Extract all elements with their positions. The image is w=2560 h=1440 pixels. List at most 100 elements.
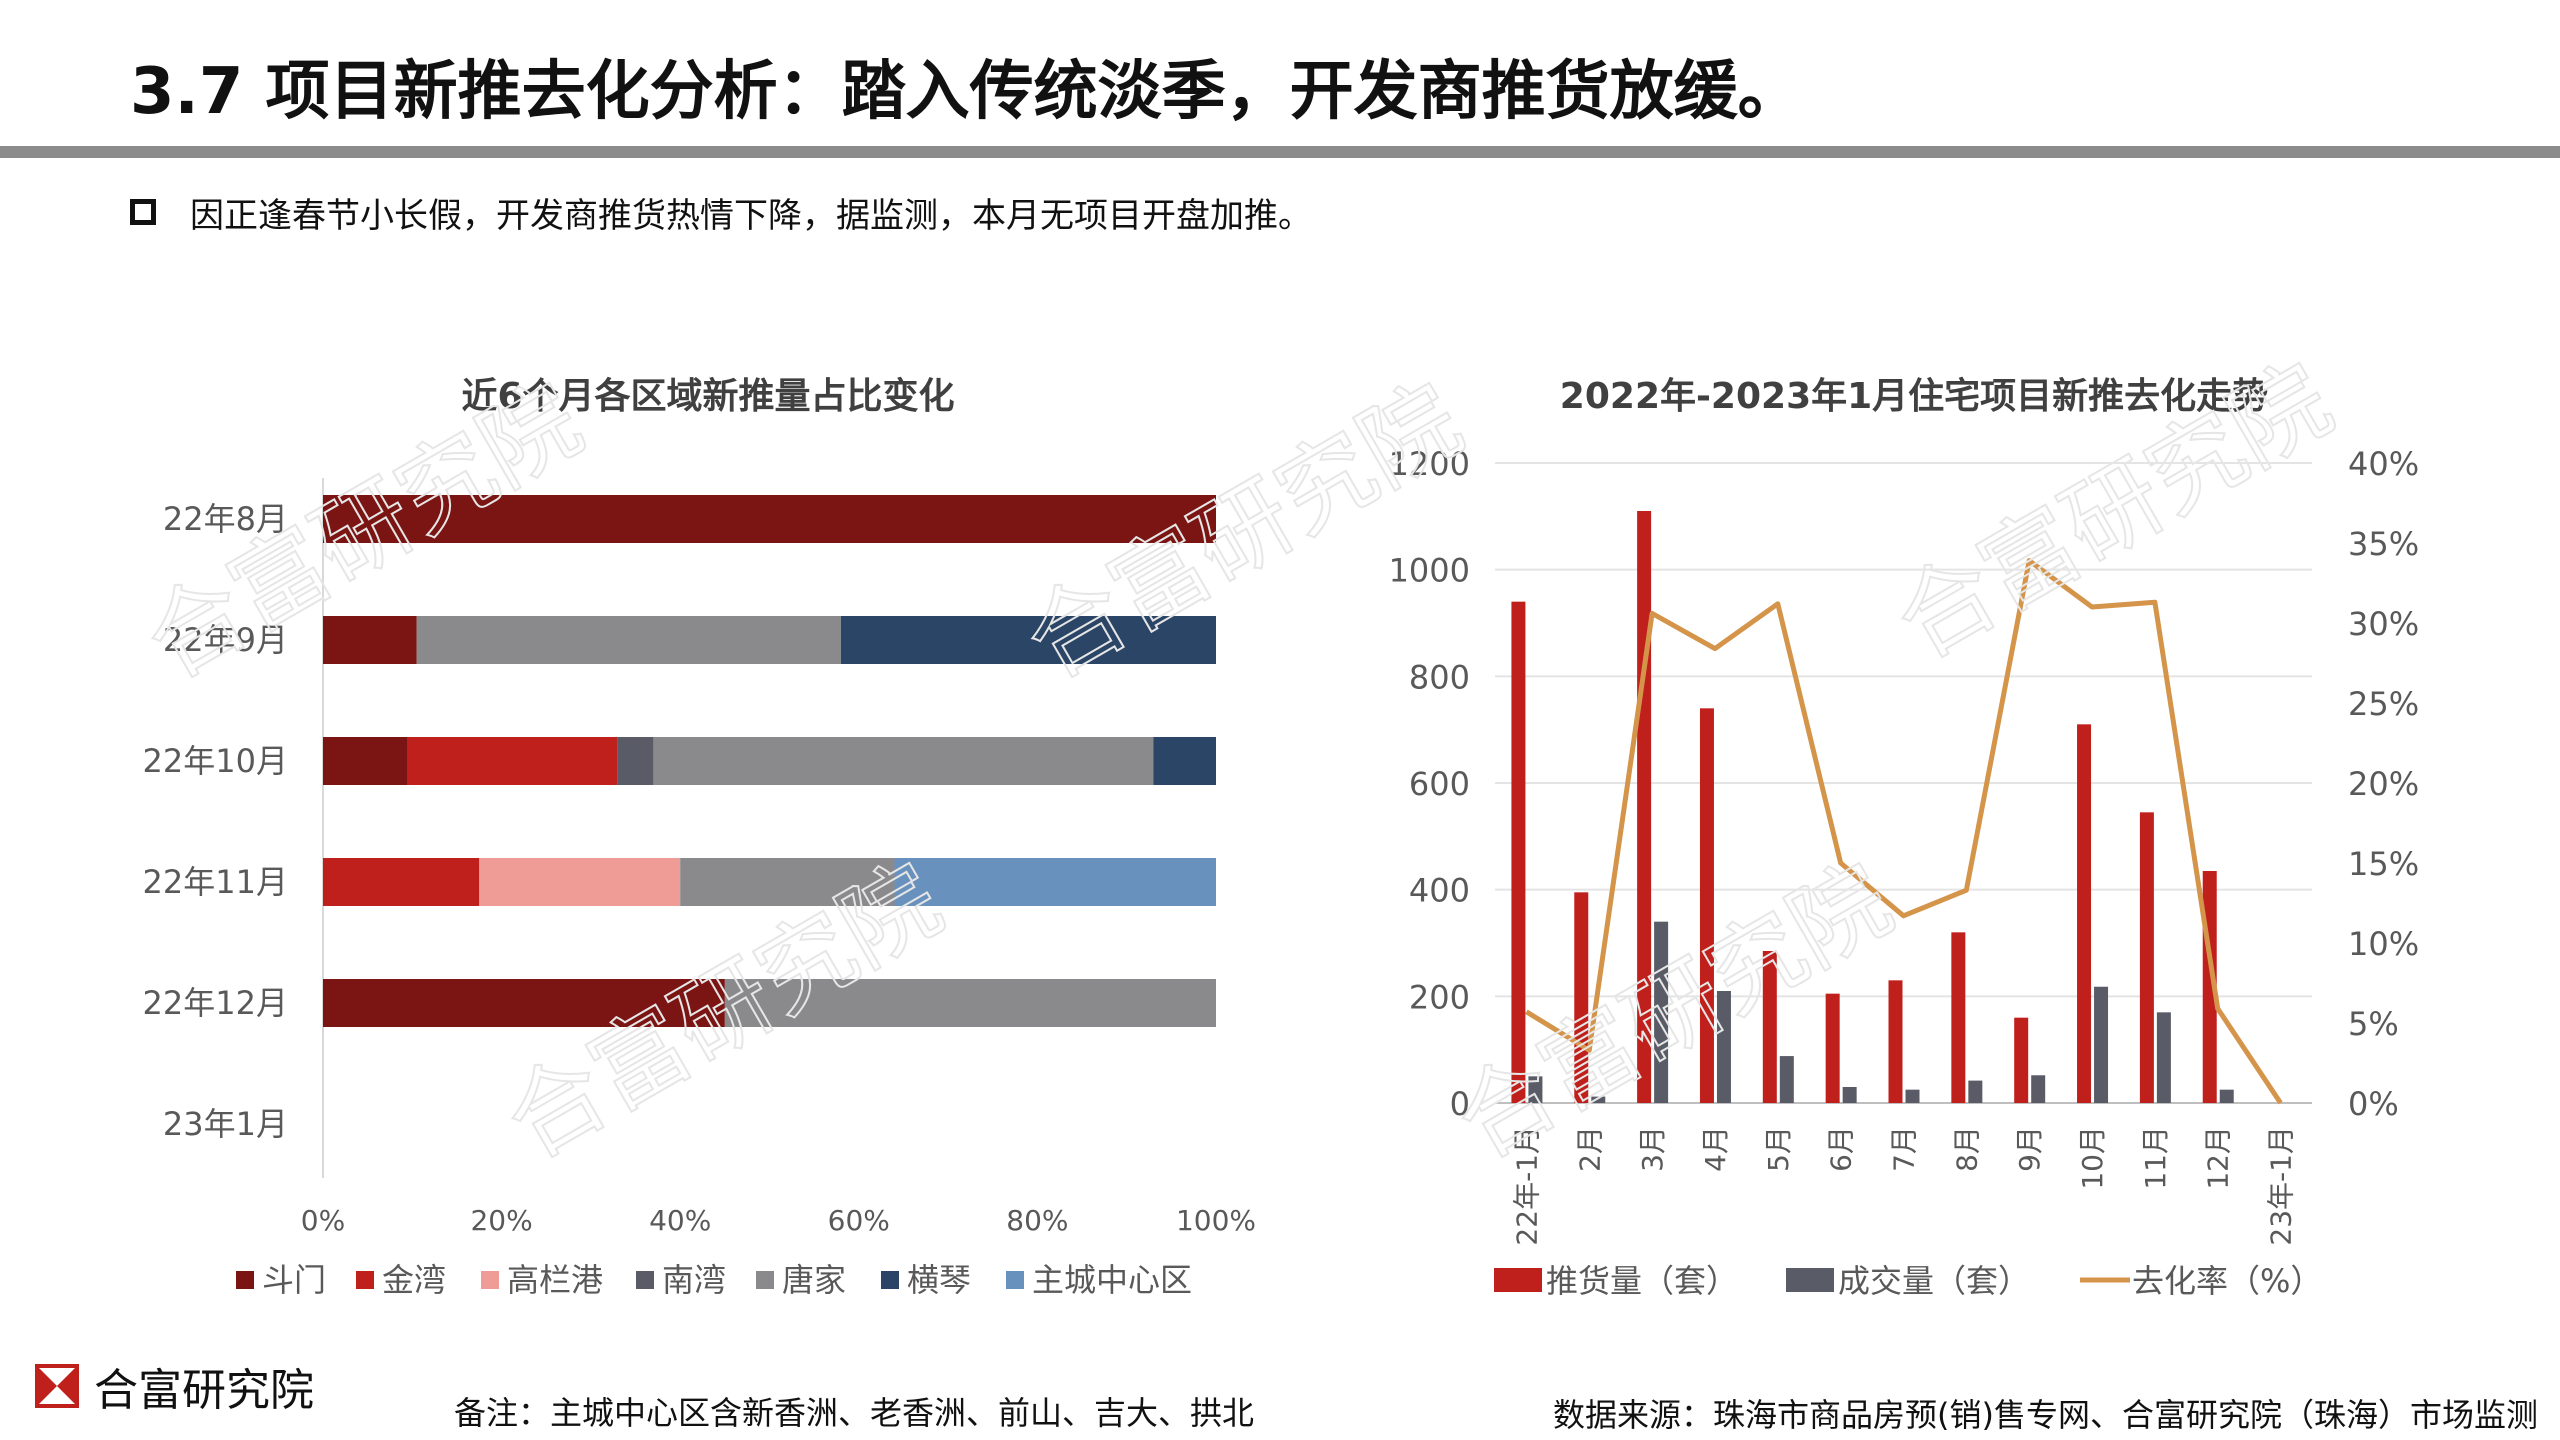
- right-y-tick-label: 15%: [2348, 845, 2419, 883]
- x-tick-label: 9月: [2013, 1126, 2046, 1172]
- bar: [1511, 601, 1526, 1103]
- bar-segment: [894, 858, 1216, 906]
- bar-segment: [680, 858, 895, 906]
- left-y-tick-label: 800: [1409, 658, 1470, 696]
- left-y-tick-label: 1200: [1389, 445, 1470, 483]
- bar: [1654, 921, 1669, 1103]
- x-tick-label: 8月: [1950, 1126, 1983, 1172]
- x-tick-label: 60%: [828, 1204, 890, 1237]
- x-tick-label: 5月: [1762, 1126, 1795, 1172]
- bar: [1825, 993, 1840, 1103]
- x-tick-label: 6月: [1825, 1126, 1858, 1172]
- legend-swatch: [756, 1271, 774, 1289]
- category-label: 22年11月: [143, 863, 288, 901]
- bar: [1905, 1089, 1920, 1103]
- right-y-tick-label: 25%: [2348, 685, 2419, 723]
- supply-absorption-combo-chart: 2022年-2023年1月住宅项目新推去化走势 0 200 400 600 800 1000…: [127, 342, 2419, 1300]
- x-tick-label: 10月: [2076, 1126, 2109, 1190]
- legend-label: 去化率（%）: [2132, 1262, 2322, 1300]
- bar-segment: [1153, 737, 1216, 785]
- bar-segment: [323, 495, 1216, 543]
- bar: [2094, 986, 2109, 1103]
- bar: [2014, 1017, 2029, 1103]
- legend-swatch: [636, 1271, 654, 1289]
- bar: [1528, 1076, 1543, 1103]
- bar: [1888, 980, 1903, 1103]
- title-divider: [0, 146, 2560, 158]
- legend-label: 斗门: [262, 1261, 326, 1299]
- right-y-tick-label: 20%: [2348, 765, 2419, 803]
- legend-label: 推货量（套）: [1546, 1262, 1738, 1300]
- region-share-bar-chart: 近6个月各区域新推量占比变化 0% 20% 40% 60% 80% 100% 22年8月 22年…: [143, 375, 1256, 1299]
- data-source: 数据来源：珠海市商品房预(销)售专网、合富研究院（珠海）市场监测: [1553, 1396, 2538, 1434]
- bar-segment: [724, 979, 1216, 1027]
- category-label: 22年9月: [163, 621, 288, 659]
- category-label: 22年12月: [143, 984, 288, 1022]
- legend-swatch: [1494, 1268, 1542, 1292]
- legend-swatch: [1786, 1268, 1834, 1292]
- company-logo: 合富研究院: [34, 1354, 314, 1418]
- chart-title: 2022年-2023年1月住宅项目新推去化走势: [1560, 375, 2268, 417]
- left-y-tick-label: 600: [1409, 765, 1470, 803]
- bar-segment: [840, 616, 1216, 664]
- absorption-rate-line: [1525, 558, 2283, 1105]
- bar: [2219, 1089, 2234, 1103]
- bullet-point: 因正逢春节小长假，开发商推货热情下降，据监测，本月无项目开盘加推。: [130, 190, 1312, 236]
- bar-segment: [323, 737, 408, 785]
- x-tick-label: 40%: [649, 1204, 711, 1237]
- legend-label: 横琴: [907, 1261, 971, 1299]
- bar-segment: [323, 616, 417, 664]
- x-tick-label: 23年-1月: [2265, 1126, 2298, 1246]
- bar: [1591, 1096, 1606, 1103]
- watermark: 合富研究院: [1008, 363, 1480, 700]
- watermark: 合富研究院: [128, 363, 600, 700]
- bar: [1842, 1087, 1857, 1103]
- legend-swatch: [1006, 1271, 1024, 1289]
- bar-segment: [617, 737, 654, 785]
- legend-label: 高栏港: [507, 1261, 603, 1299]
- square-bullet-icon: [130, 199, 156, 225]
- right-y-tick-label: 5%: [2348, 1005, 2399, 1043]
- legend-swatch: [481, 1271, 499, 1289]
- bar: [1699, 708, 1714, 1103]
- bar: [1779, 1056, 1794, 1103]
- left-y-tick-label: 400: [1409, 872, 1470, 910]
- bar: [1968, 1080, 1983, 1103]
- bar-segment: [323, 979, 725, 1027]
- left-y-tick-label: 1000: [1389, 552, 1470, 590]
- bar-segment: [323, 858, 480, 906]
- category-label: 22年10月: [143, 742, 288, 780]
- bar: [1762, 951, 1777, 1103]
- x-tick-label: 3月: [1636, 1126, 1669, 1172]
- logo-text: 合富研究院: [94, 1365, 314, 1416]
- x-tick-label: 4月: [1699, 1126, 1732, 1172]
- legend-label: 成交量（套）: [1838, 1262, 2030, 1300]
- legend-swatch: [881, 1271, 899, 1289]
- bar-segment: [653, 737, 1154, 785]
- right-y-tick-label: 10%: [2348, 925, 2419, 963]
- legend-swatch: [236, 1271, 254, 1289]
- right-y-tick-label: 0%: [2348, 1085, 2399, 1123]
- bullet-text: 因正逢春节小长假，开发商推货热情下降，据监测，本月无项目开盘加推。: [190, 195, 1312, 236]
- legend-swatch: [356, 1271, 374, 1289]
- footnote: 备注：主城中心区含新香洲、老香洲、前山、吉大、拱北: [454, 1394, 1255, 1432]
- x-tick-label: 80%: [1006, 1204, 1068, 1237]
- x-tick-label: 20%: [470, 1204, 532, 1237]
- legend-label: 南湾: [662, 1261, 726, 1299]
- x-tick-label: 100%: [1176, 1204, 1256, 1237]
- bar-segment: [479, 858, 681, 906]
- right-y-tick-label: 40%: [2348, 445, 2419, 483]
- left-y-tick-label: 200: [1409, 978, 1470, 1016]
- right-y-tick-label: 35%: [2348, 525, 2419, 563]
- bar: [1951, 932, 1966, 1103]
- category-label: 23年1月: [163, 1105, 288, 1143]
- left-y-tick-label: 0: [1450, 1085, 1470, 1123]
- legend-label: 金湾: [382, 1261, 446, 1299]
- right-y-tick-label: 30%: [2348, 605, 2419, 643]
- bar: [2139, 812, 2154, 1103]
- logo-icon: [35, 1364, 79, 1408]
- watermark: 合富研究院: [488, 843, 960, 1180]
- x-tick-label: 7月: [1888, 1126, 1921, 1172]
- bar-segment: [407, 737, 618, 785]
- x-tick-label: 12月: [2202, 1126, 2235, 1190]
